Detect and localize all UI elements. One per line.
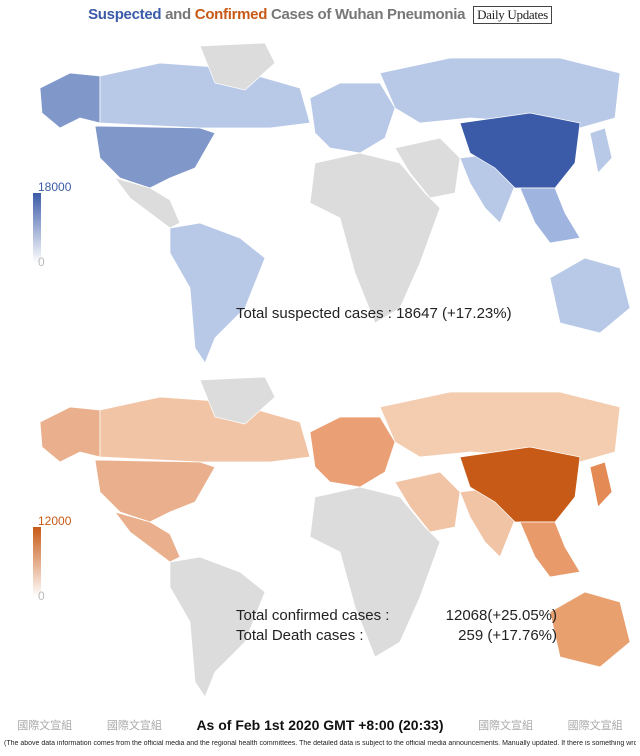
title-badge: Daily Updates: [473, 6, 552, 24]
region: [309, 486, 441, 658]
legend-bar: [33, 193, 41, 263]
legend-max: 12000: [38, 514, 72, 528]
region: [169, 556, 266, 698]
footer: 國際文宣組 國際文宣組 As of Feb 1st 2020 GMT +8:00…: [0, 714, 640, 736]
region: [39, 72, 101, 129]
region: [519, 187, 581, 244]
watermark: 國際文宣組: [478, 720, 534, 732]
region: [549, 257, 631, 334]
total-value: 259 (+17.76%): [458, 627, 557, 644]
region: [94, 459, 216, 523]
region: [589, 461, 613, 508]
region: [199, 42, 276, 91]
region: [309, 416, 396, 488]
region: [379, 391, 621, 463]
region: [519, 521, 581, 578]
region: [39, 406, 101, 463]
region: [379, 57, 621, 129]
legend-max: 18000: [38, 180, 72, 194]
legend-bar: [33, 527, 41, 597]
watermark: 國際文宣組: [106, 720, 162, 732]
region: [99, 396, 311, 463]
legend-min: 0: [38, 589, 45, 603]
title: Suspected and Confirmed Cases of Wuhan P…: [0, 6, 640, 24]
region: [114, 177, 181, 229]
region: [309, 152, 441, 324]
watermark: 國際文宣組: [567, 720, 623, 732]
region: [549, 591, 631, 668]
region: [309, 82, 396, 154]
total-value: 12068(+25.05%): [446, 607, 557, 624]
total-label: Total confirmed cases :: [236, 607, 389, 624]
world-map: [39, 42, 631, 364]
region: [394, 137, 461, 199]
region: [94, 125, 216, 189]
region: [99, 62, 311, 129]
legend-min: 0: [38, 255, 45, 269]
total-label: Total suspected cases : 18647 (+17.23%): [236, 305, 512, 322]
region: [199, 376, 276, 425]
region: [169, 222, 266, 364]
total-label: Total Death cases :: [236, 627, 364, 644]
title-confirmed: Confirmed: [194, 6, 268, 23]
region: [114, 511, 181, 563]
world-map: [39, 376, 631, 698]
date: As of Feb 1st 2020 GMT +8:00 (20:33): [196, 717, 444, 733]
region: [589, 127, 613, 174]
disclaimer: (The above data information comes from t…: [4, 740, 636, 747]
region: [394, 471, 461, 533]
title-suspected: Suspected: [88, 6, 162, 23]
title-and: and: [165, 6, 191, 23]
watermark: 國際文宣組: [17, 720, 73, 732]
maps: 18000 0 Total suspected cases : 18647 (+17…: [33, 42, 631, 698]
title-rest: Cases of Wuhan Pneumonia: [270, 6, 466, 23]
